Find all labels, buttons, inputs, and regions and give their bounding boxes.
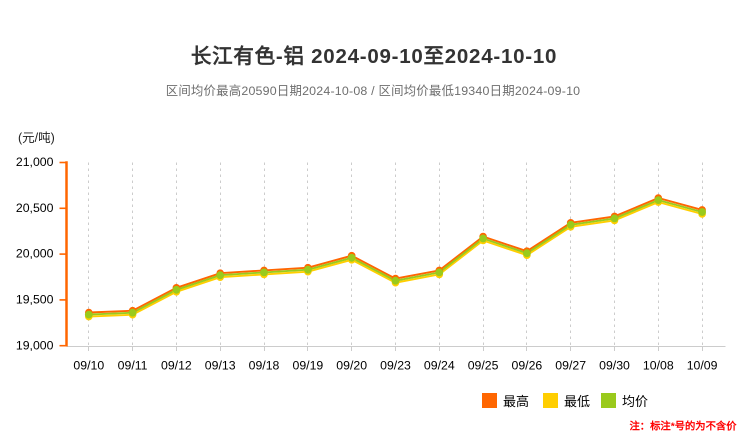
svg-text:09/18: 09/18 <box>249 359 280 373</box>
svg-text:09/10: 09/10 <box>73 359 104 373</box>
svg-text:09/19: 09/19 <box>293 359 324 373</box>
svg-text:20,500: 20,500 <box>16 201 54 215</box>
svg-text:最低: 最低 <box>564 394 590 409</box>
svg-text:(元/吨): (元/吨) <box>18 131 55 145</box>
svg-text:09/26: 09/26 <box>512 359 543 373</box>
svg-text:09/12: 09/12 <box>161 359 192 373</box>
svg-text:10/08: 10/08 <box>643 359 674 373</box>
svg-text:09/23: 09/23 <box>380 359 411 373</box>
svg-text:20,000: 20,000 <box>16 247 54 261</box>
svg-text:均价: 均价 <box>622 394 648 409</box>
svg-text:09/11: 09/11 <box>118 359 148 373</box>
svg-text:注：标注*号的为不含价: 注：标注*号的为不含价 <box>630 420 738 433</box>
svg-text:09/24: 09/24 <box>424 359 455 373</box>
svg-text:长江有色-铝 2024-09-10至2024-10-10: 长江有色-铝 2024-09-10至2024-10-10 <box>191 44 557 68</box>
svg-text:21,000: 21,000 <box>16 155 54 169</box>
svg-text:10/09: 10/09 <box>687 359 718 373</box>
svg-text:区间均价最高20590日期2024-10-08 / 区间均价: 区间均价最高20590日期2024-10-08 / 区间均价最低19340日期2… <box>166 83 581 98</box>
svg-text:09/30: 09/30 <box>599 359 630 373</box>
svg-text:09/20: 09/20 <box>336 359 367 373</box>
svg-text:09/27: 09/27 <box>555 359 586 373</box>
svg-text:19,000: 19,000 <box>16 338 54 352</box>
svg-text:09/13: 09/13 <box>205 359 236 373</box>
svg-text:最高: 最高 <box>503 394 529 409</box>
svg-text:09/25: 09/25 <box>468 359 499 373</box>
svg-text:19,500: 19,500 <box>16 293 54 307</box>
